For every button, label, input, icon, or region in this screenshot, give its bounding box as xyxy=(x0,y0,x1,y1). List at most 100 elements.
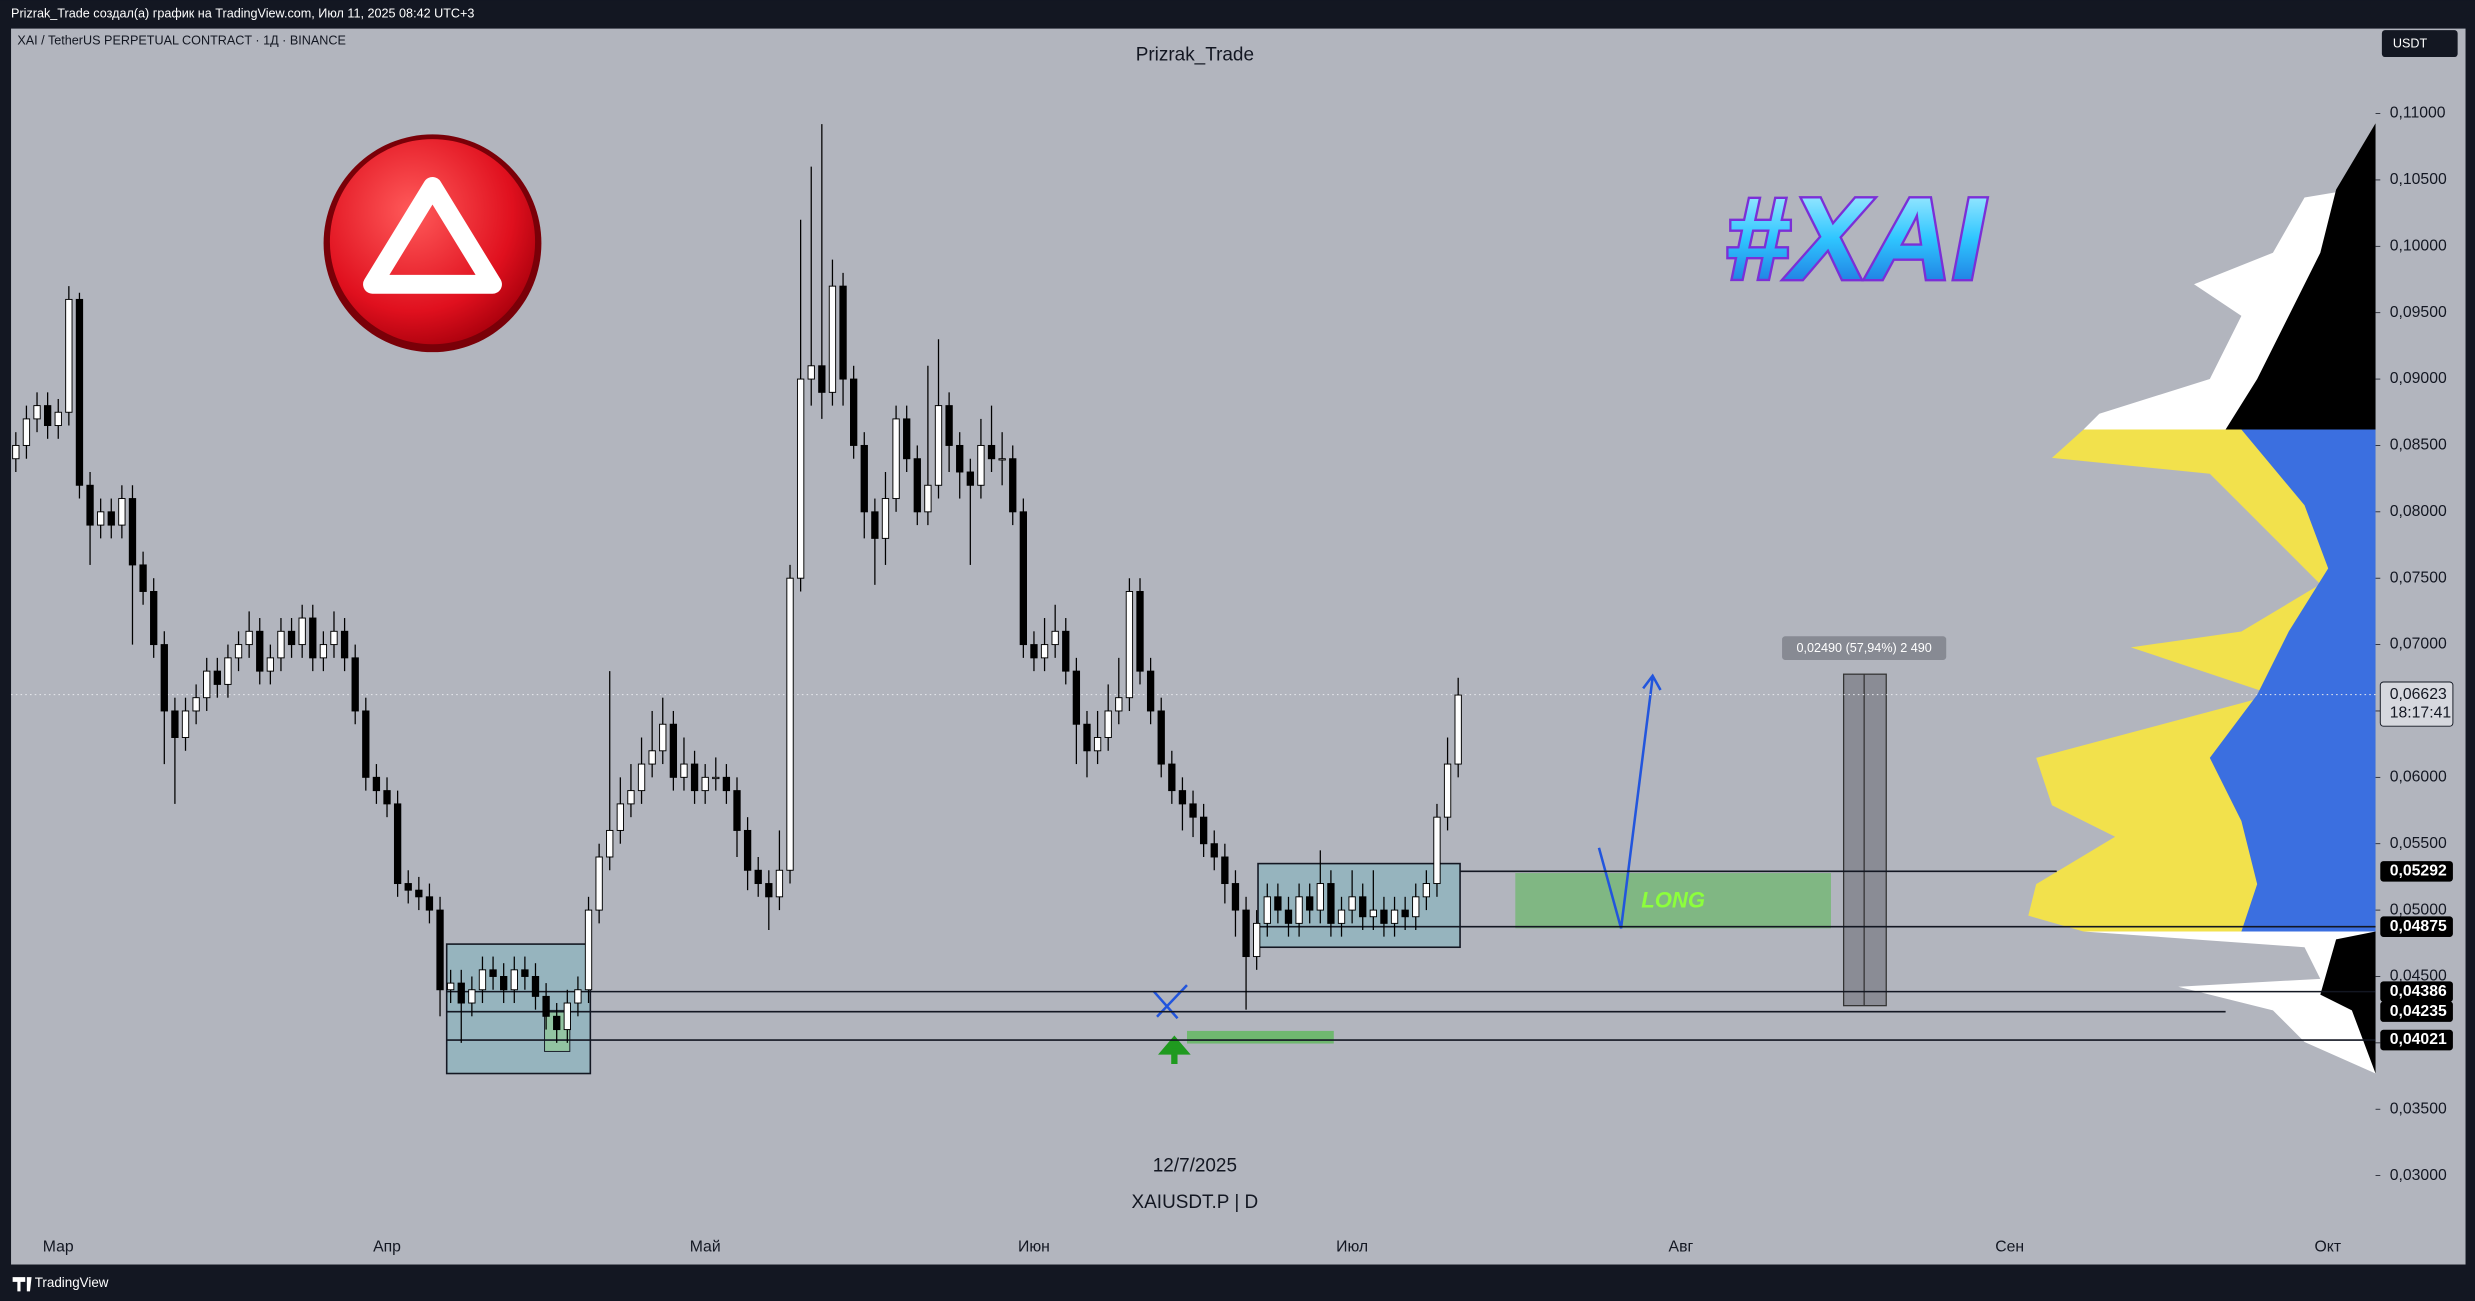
candle-body xyxy=(1136,591,1144,672)
candle-body xyxy=(1369,909,1377,918)
candle-body xyxy=(743,829,752,871)
candle-body xyxy=(425,896,434,911)
candle-body xyxy=(1454,694,1462,765)
candle-body xyxy=(287,630,296,646)
candle-body xyxy=(1040,644,1049,659)
candle-body xyxy=(362,710,370,778)
x-tick-label: Июл xyxy=(1336,1238,1368,1255)
candle-body xyxy=(606,829,614,858)
last-price-box xyxy=(2379,681,2454,727)
candle-body xyxy=(828,285,837,393)
candle-body xyxy=(1168,763,1176,792)
candle-body xyxy=(807,365,815,380)
candle-body xyxy=(1242,909,1250,958)
up-arrow xyxy=(1158,1035,1191,1065)
candle-body xyxy=(627,790,635,805)
candle-body xyxy=(1030,644,1038,659)
badge: #XAI xyxy=(1725,173,1987,304)
candle-body xyxy=(616,803,624,831)
candle-body xyxy=(245,630,253,646)
candle-body xyxy=(478,969,487,991)
candle-body xyxy=(351,657,359,712)
candle-body xyxy=(701,776,709,792)
brand-logo xyxy=(12,1277,32,1292)
candle-body xyxy=(22,418,31,446)
volume-profile xyxy=(2028,123,2376,1074)
candle-body xyxy=(796,378,805,579)
candle-body xyxy=(256,630,264,672)
candle-body xyxy=(224,657,232,685)
candle-body xyxy=(892,418,900,500)
candle-body xyxy=(1051,630,1059,646)
x-tick-label: Июн xyxy=(1018,1238,1050,1255)
y-tick-label: 0,05000 xyxy=(2390,901,2447,918)
candle-body xyxy=(436,909,444,991)
candle-body xyxy=(987,444,996,460)
currency-button[interactable] xyxy=(2381,30,2458,58)
candle-body xyxy=(531,976,540,997)
candle-body xyxy=(765,883,773,898)
candle-body xyxy=(733,790,741,831)
candle-body xyxy=(1422,883,1431,898)
candle-body xyxy=(998,458,1006,461)
measure-box xyxy=(1842,673,1887,1007)
candle-body xyxy=(659,723,667,752)
x-tick-label: Май xyxy=(690,1238,721,1255)
candle-body xyxy=(1433,816,1441,885)
support-bar xyxy=(1186,1030,1334,1044)
candle-body xyxy=(521,969,529,977)
candle-body xyxy=(139,564,147,592)
symbol: XAI / TetherUS PERPETUAL CONTRACT · 1Д ·… xyxy=(17,34,346,48)
candle-body xyxy=(1125,591,1134,699)
candle-body xyxy=(489,969,497,977)
candle-body xyxy=(1380,909,1388,924)
candle-body xyxy=(1072,670,1081,725)
candle-body xyxy=(1443,763,1452,818)
y-tick-label: 0,05500 xyxy=(2390,835,2447,852)
candle-body xyxy=(1390,909,1399,924)
candle-body xyxy=(33,405,41,420)
last-price-label: 0,06623 xyxy=(2390,686,2447,703)
y-tick-label: 0,09500 xyxy=(2390,304,2447,321)
candle-body xyxy=(213,670,221,685)
candle-body xyxy=(12,444,20,460)
candle-body xyxy=(266,657,275,672)
candle-body xyxy=(75,298,84,486)
candle-body xyxy=(712,776,720,780)
candle-body xyxy=(330,630,338,646)
candle-body xyxy=(1104,710,1112,738)
candle-body xyxy=(340,630,349,659)
candle-body xyxy=(584,909,593,991)
candle-body xyxy=(181,710,190,738)
candle-body xyxy=(234,644,243,659)
candle-body xyxy=(563,1002,571,1031)
candle-body xyxy=(510,969,518,991)
candle-body xyxy=(637,763,646,792)
currency[interactable]: USDT xyxy=(2393,37,2428,51)
candle-body xyxy=(383,790,391,805)
y-tick-label: 0,04500 xyxy=(2390,968,2447,985)
candle-body xyxy=(1146,670,1155,712)
author: Prizrak_Trade xyxy=(1136,44,1254,65)
y-tick-label: 0,06000 xyxy=(2390,769,2447,786)
long-zone xyxy=(1515,873,1831,929)
y-tick-label: 0,10000 xyxy=(2390,237,2447,254)
candle-body xyxy=(393,803,402,885)
candle-body xyxy=(43,405,52,427)
candle-body xyxy=(1401,909,1409,918)
watermark-symbol: XAIUSDT.P | D xyxy=(1132,1192,1259,1213)
candle-body xyxy=(1316,883,1324,911)
candle-body xyxy=(977,444,985,486)
candle-body xyxy=(171,710,179,738)
level-label-box xyxy=(2380,916,2453,937)
candle-body xyxy=(192,697,200,712)
candle-body xyxy=(1348,896,1356,911)
candle-body xyxy=(690,763,699,792)
candle-body xyxy=(860,444,868,513)
candle-body xyxy=(1115,697,1123,712)
candle-body xyxy=(945,405,953,446)
candle-body xyxy=(372,776,381,792)
candle-body xyxy=(86,484,94,526)
candle-body xyxy=(404,883,412,891)
